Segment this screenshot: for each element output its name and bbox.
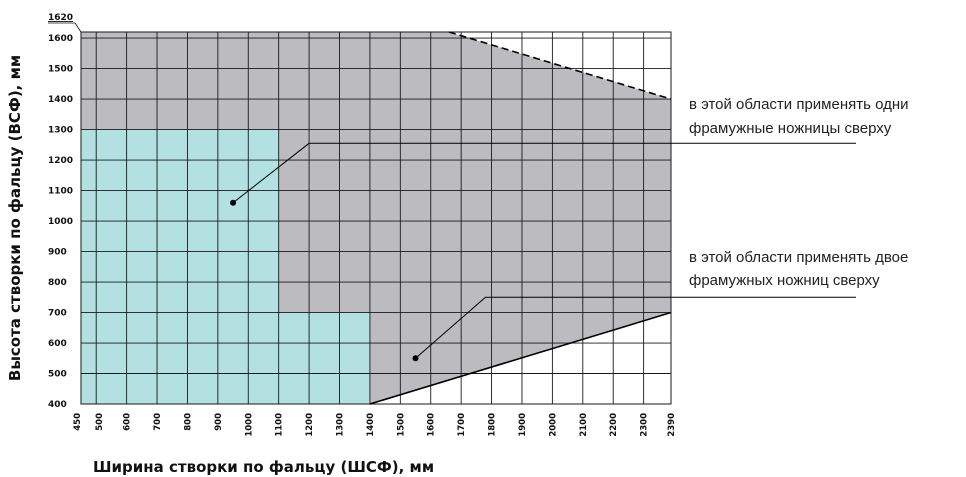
x-tick-labels: 450 500 600 700 800 900 1000 1100 1200 1300 1400 15… <box>73 413 677 437</box>
x-tick-label: 1100 <box>275 413 285 437</box>
x-axis-label: Ширина створки по фальцу (ШСФ), мм <box>93 458 434 476</box>
x-tick-label: 2000 <box>548 413 558 437</box>
chart-annotations: в этой области применять одни фрамужные н… <box>230 96 909 362</box>
x-tick-label: 500 <box>95 413 105 431</box>
x-tick-label: 1400 <box>366 413 376 437</box>
y-tick-label: 900 <box>48 248 67 258</box>
x-tick-label: 1700 <box>457 413 467 437</box>
x-tick-label: 1200 <box>305 413 315 437</box>
annotation-text: фрамужных ножниц сверху <box>689 272 880 289</box>
y-tick-label: 1600 <box>48 34 73 44</box>
x-tick-label: 600 <box>123 413 133 431</box>
y-tick-label: 400 <box>48 400 67 410</box>
chart-regions <box>81 32 671 404</box>
x-tick-label: 1900 <box>518 413 528 437</box>
chart-boundaries <box>369 31 672 405</box>
boundary-dashed <box>448 31 672 100</box>
y-top-tick-label: 1620 <box>48 13 73 23</box>
annotation-text: фрамужные ножницы сверху <box>689 120 892 137</box>
x-tick-label: 900 <box>214 413 224 431</box>
y-axis-label: Высота створки по фальцу (ВСФ), мм <box>6 55 24 381</box>
x-tick-label: 450 <box>73 413 83 431</box>
x-tick-label: 1600 <box>427 413 437 437</box>
y-tick-label: 1100 <box>48 187 73 197</box>
x-tick-label: 700 <box>153 413 163 431</box>
y-tick-label: 1000 <box>48 217 73 227</box>
y-tick-label: 1500 <box>48 65 73 75</box>
chart-grid <box>80 31 672 405</box>
plot-frame <box>80 31 672 405</box>
annotation-1: в этой области применять одни фрамужные н… <box>230 96 909 206</box>
annotation-leader <box>232 142 856 204</box>
y-tick-label: 1200 <box>48 156 73 166</box>
x-tick-label: 800 <box>183 413 193 431</box>
x-tick-label: 1000 <box>244 413 254 437</box>
y-tick-label: 700 <box>48 309 67 319</box>
y-top-tick-diagonal <box>74 22 82 33</box>
x-tick-label: 1500 <box>396 413 406 437</box>
x-tick-label: 2100 <box>579 413 589 437</box>
annotation-2: в этой области применять двое фрамужных н… <box>412 249 908 362</box>
region-cyan <box>81 129 370 404</box>
y-tick-label: 800 <box>48 278 67 288</box>
x-tick-label: 2300 <box>640 413 650 437</box>
y-tick-label: 600 <box>48 339 67 349</box>
x-tick-label: 2200 <box>609 413 619 437</box>
x-tick-label: 1800 <box>488 413 498 437</box>
x-tick-label: 2390 <box>667 413 677 437</box>
y-tick-label: 500 <box>48 370 67 380</box>
y-tick-labels: 400 500 600 700 800 900 1000 1100 1200 1300 1400 15… <box>48 34 73 410</box>
annotation-text: в этой области применять одни <box>689 96 909 113</box>
annotation-text: в этой области применять двое <box>689 249 908 266</box>
annotation-leader <box>415 296 856 359</box>
x-tick-label: 1300 <box>336 413 346 437</box>
y-tick-label: 1400 <box>48 95 73 105</box>
boundary-solid <box>369 311 672 405</box>
y-tick-label: 1300 <box>48 126 73 136</box>
